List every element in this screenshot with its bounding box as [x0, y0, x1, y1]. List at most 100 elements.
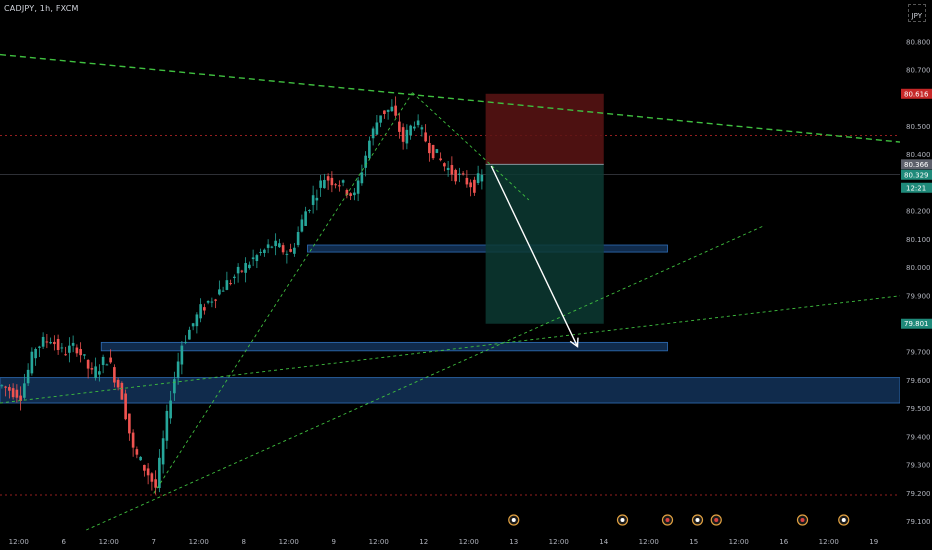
candle-body	[319, 180, 322, 188]
candle-body	[225, 280, 229, 290]
horizontal-lines	[0, 135, 900, 496]
time-axis[interactable]: 12:00 6 12:00 7 12:00 8 12:00 9 12:00 12 12:00 13 12…	[9, 538, 879, 546]
candle-body	[233, 276, 236, 279]
price-tags: 80.616 80.366 80.329 12:21 79.801	[901, 88, 932, 329]
time-tick-label: 13	[509, 538, 518, 546]
candle-body	[398, 121, 401, 132]
candle-body	[124, 393, 127, 420]
candle-body	[458, 173, 461, 175]
symbol-title[interactable]: CADJPY, 1h, FXCM	[4, 4, 79, 13]
candle-body	[143, 464, 146, 471]
candle-body	[394, 105, 397, 116]
candle-body	[86, 359, 90, 369]
candle-body	[184, 341, 187, 343]
candle-body	[135, 449, 139, 455]
candle-body	[64, 354, 67, 356]
price-tick-label: 79.500	[906, 405, 931, 413]
candle-body	[270, 246, 274, 248]
candle-body	[199, 304, 202, 319]
candle-body	[326, 176, 330, 181]
candle-body	[221, 290, 225, 292]
price-tick-label: 79.300	[906, 462, 931, 470]
candle-body	[308, 210, 311, 212]
time-tick-label: 16	[779, 538, 788, 546]
target-price-tag	[901, 318, 932, 329]
candle-body	[165, 410, 169, 441]
candle-body	[248, 264, 251, 269]
time-tick-label: 12:00	[819, 538, 839, 546]
price-tick-label: 80.200	[906, 208, 931, 216]
candle-body	[281, 245, 285, 253]
price-tick-label: 79.700	[906, 349, 931, 357]
event-marker-center	[665, 518, 670, 522]
time-tick-label: 7	[152, 538, 156, 546]
candle-body	[98, 371, 101, 375]
candle-body	[236, 266, 240, 274]
candle-body	[218, 289, 221, 295]
candle-body	[206, 301, 210, 303]
arrow-head	[569, 337, 579, 348]
event-markers[interactable]	[508, 514, 850, 526]
candle-body	[139, 456, 142, 461]
candle-body	[330, 177, 334, 186]
candle-body	[161, 438, 165, 465]
candle-body	[41, 336, 45, 347]
event-marker-center	[841, 518, 846, 522]
price-axis[interactable]: 80.800 80.700 80.500 80.400 80.200 80.100 80.0…	[900, 0, 932, 550]
event-marker-center	[800, 518, 805, 522]
candle-body	[450, 165, 454, 175]
candle-body	[368, 140, 371, 159]
candle-body	[26, 369, 30, 384]
currency-badge[interactable]: JPY	[907, 4, 926, 22]
candle-body	[289, 249, 292, 252]
price-tick-label: 79.200	[906, 490, 931, 498]
candle-body	[371, 128, 375, 139]
candle-body	[461, 173, 465, 175]
candle-body	[443, 163, 446, 167]
short-position-tool[interactable]	[485, 93, 604, 324]
candle-body	[266, 244, 270, 248]
candle-body	[338, 185, 341, 187]
currency-label: JPY	[911, 12, 922, 20]
candle-body	[11, 388, 15, 398]
time-tick-label: 19	[869, 538, 878, 546]
trendline	[153, 92, 413, 494]
price-tick-label: 79.100	[906, 518, 931, 526]
candle-body	[150, 473, 154, 482]
candle-body	[83, 354, 86, 356]
candle-body	[473, 179, 476, 193]
candle-body	[435, 149, 439, 153]
candle-body	[259, 251, 262, 253]
candle-body	[195, 314, 199, 327]
candle-body	[23, 383, 26, 398]
price-tick-label: 79.900	[906, 292, 931, 300]
candle-body	[480, 174, 484, 182]
candle-body	[428, 143, 431, 154]
candle-body	[75, 347, 79, 354]
time-tick-label: 12:00	[279, 538, 299, 546]
event-marker-center	[620, 518, 625, 522]
candle-body	[431, 144, 435, 159]
candle-body	[255, 255, 259, 262]
candlesticks	[0, 96, 484, 495]
candle-body	[476, 173, 480, 183]
candle-body	[101, 356, 105, 365]
candle-body	[131, 432, 135, 448]
countdown-tag	[901, 182, 932, 193]
candle-body	[120, 382, 124, 400]
candle-body	[413, 126, 416, 129]
candle-body	[251, 257, 255, 260]
candle-body	[90, 368, 94, 370]
candle-body	[203, 307, 206, 311]
candle-body	[176, 361, 180, 378]
trendline	[86, 224, 766, 531]
candle-body	[334, 184, 337, 186]
candle-body	[169, 400, 172, 419]
candle-body	[383, 110, 386, 114]
stop-price-tag-text: 80.616	[904, 90, 929, 98]
candle-body	[465, 177, 469, 185]
candle-body	[244, 263, 247, 273]
candle-body	[53, 341, 56, 345]
